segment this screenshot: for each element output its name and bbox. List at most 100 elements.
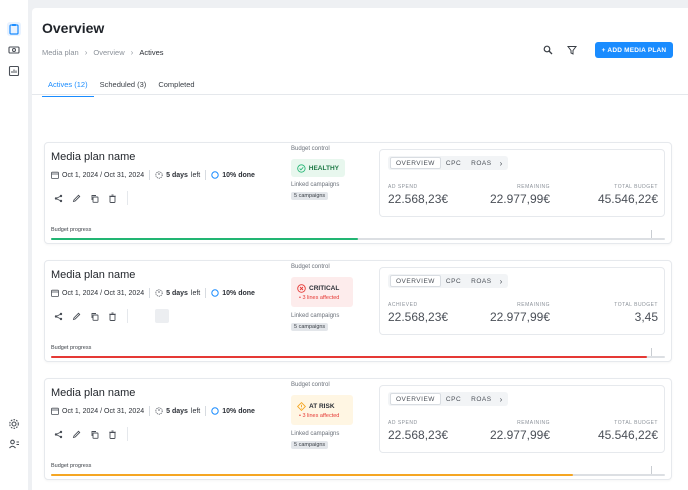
x-circle-icon bbox=[297, 283, 306, 293]
metric-label: AD SPEND bbox=[388, 184, 418, 190]
status-subtext: • 3 lines affected bbox=[299, 412, 340, 419]
share-icon bbox=[54, 430, 62, 438]
share-button[interactable] bbox=[51, 191, 65, 205]
metric-label: AD SPEND bbox=[388, 420, 418, 426]
clipboard-icon[interactable] bbox=[7, 22, 21, 36]
filter-icon bbox=[567, 46, 577, 55]
budget-progress-bar bbox=[51, 348, 665, 358]
plan-meta: Oct 1, 2024 / Oct 31, 2024 5 days left 1… bbox=[51, 406, 255, 416]
metric-tab-cpc[interactable]: CPC bbox=[445, 395, 462, 403]
metric-tab-roas[interactable]: ROAS bbox=[471, 395, 492, 403]
days-left-value: 5 days bbox=[166, 407, 188, 415]
edit-button[interactable] bbox=[69, 309, 83, 323]
metric-tab-roas[interactable]: ROAS bbox=[471, 159, 492, 167]
plan-name[interactable]: Media plan name bbox=[51, 269, 136, 281]
linked-campaigns-badge[interactable]: 5 campaigns bbox=[291, 441, 329, 449]
delete-button[interactable] bbox=[105, 427, 119, 441]
metric-value: 22.977,99€ bbox=[489, 192, 550, 206]
chevron-right-icon[interactable]: › bbox=[499, 276, 503, 286]
metric-value: 45.546,22€ bbox=[597, 192, 658, 206]
metric-tab-overview[interactable]: OVERVIEW bbox=[390, 275, 441, 287]
timer-icon bbox=[155, 289, 163, 297]
status-text: CRITICAL bbox=[309, 284, 340, 292]
metric-tabs: OVERVIEW CPC ROAS › bbox=[388, 392, 508, 406]
metric-value: 22.568,23€ bbox=[388, 192, 449, 206]
status-badge: AT RISK • 3 lines affected bbox=[291, 395, 353, 425]
progress-ring-icon bbox=[211, 407, 219, 415]
plan-meta: Oct 1, 2024 / Oct 31, 2024 5 days left 1… bbox=[51, 170, 255, 180]
duplicate-button[interactable] bbox=[87, 191, 101, 205]
media-plan-card: Media plan name Oct 1, 2024 / Oct 31, 20… bbox=[44, 260, 672, 362]
share-button[interactable] bbox=[51, 309, 65, 323]
check-circle-icon bbox=[297, 163, 306, 173]
money-icon[interactable] bbox=[7, 43, 21, 57]
media-plan-card: Media plan name Oct 1, 2024 / Oct 31, 20… bbox=[44, 378, 672, 480]
done-value: 10% done bbox=[222, 407, 255, 415]
plan-dates: Oct 1, 2024 / Oct 31, 2024 bbox=[62, 407, 145, 415]
metric-value: 3,45 bbox=[634, 310, 658, 324]
media-plan-card: Media plan name Oct 1, 2024 / Oct 31, 20… bbox=[44, 142, 672, 244]
filter-button[interactable] bbox=[564, 42, 580, 58]
edit-button[interactable] bbox=[69, 191, 83, 205]
metric-tab-cpc[interactable]: CPC bbox=[445, 159, 462, 167]
copy-icon bbox=[91, 312, 98, 321]
chevron-right-icon[interactable]: › bbox=[499, 394, 503, 404]
metric-label: REMAINING bbox=[517, 420, 550, 426]
plan-actions bbox=[51, 309, 128, 323]
budget-progress-label: Budget progress bbox=[51, 345, 92, 351]
timer-icon bbox=[155, 171, 163, 179]
chevron-right-icon[interactable]: › bbox=[499, 158, 503, 168]
metrics-box: OVERVIEW CPC ROAS › ACHIEVED 22.568,23€ … bbox=[379, 267, 665, 335]
duplicate-button[interactable] bbox=[87, 309, 101, 323]
settings-icon[interactable] bbox=[7, 417, 21, 431]
timer-icon bbox=[155, 407, 163, 415]
linked-campaigns-badge[interactable]: 5 campaigns bbox=[291, 192, 329, 200]
pencil-icon bbox=[72, 430, 80, 438]
metric-tabs: OVERVIEW CPC ROAS › bbox=[388, 274, 508, 288]
calendar-icon bbox=[51, 171, 59, 179]
budget-progress-label: Budget progress bbox=[51, 463, 92, 469]
report-icon[interactable] bbox=[7, 64, 21, 78]
plan-name[interactable]: Media plan name bbox=[51, 151, 136, 163]
tab-scheduled[interactable]: Scheduled (3) bbox=[99, 80, 147, 89]
tab-completed[interactable]: Completed bbox=[158, 80, 195, 89]
edit-button[interactable] bbox=[69, 427, 83, 441]
delete-button[interactable] bbox=[105, 309, 119, 323]
days-left-suffix: left bbox=[190, 289, 201, 297]
metric-tab-roas[interactable]: ROAS bbox=[471, 277, 492, 285]
metric-tab-overview[interactable]: OVERVIEW bbox=[390, 157, 441, 169]
budget-progress-label: Budget progress bbox=[51, 227, 92, 233]
metric-label: TOTAL BUDGET bbox=[614, 184, 658, 190]
metric-value: 22.977,99€ bbox=[489, 310, 550, 324]
breadcrumb-item-overview[interactable]: Overview bbox=[93, 48, 125, 57]
status-text: HEALTHY bbox=[308, 164, 339, 172]
duplicate-button[interactable] bbox=[87, 427, 101, 441]
status-text: AT RISK bbox=[309, 402, 335, 410]
metric-tab-cpc[interactable]: CPC bbox=[445, 277, 462, 285]
metric-label: REMAINING bbox=[517, 184, 550, 190]
metric-value: 22.568,23€ bbox=[388, 428, 449, 442]
metric-tabs: OVERVIEW CPC ROAS › bbox=[388, 156, 508, 170]
progress-marker bbox=[651, 230, 652, 238]
plan-dates: Oct 1, 2024 / Oct 31, 2024 bbox=[62, 171, 145, 179]
breadcrumb-item-media-plan[interactable]: Media plan bbox=[42, 48, 79, 57]
share-icon bbox=[54, 194, 62, 202]
breadcrumb: Media plan › Overview › Actives bbox=[42, 48, 164, 57]
status-badge: HEALTHY bbox=[291, 159, 345, 177]
linked-campaigns-label: Linked campaigns bbox=[291, 182, 340, 188]
metric-label: TOTAL BUDGET bbox=[614, 302, 658, 308]
tabs-divider bbox=[32, 94, 688, 95]
tab-bar: Actives (12) Scheduled (3) Completed bbox=[42, 76, 201, 97]
progress-marker bbox=[651, 466, 652, 474]
share-button[interactable] bbox=[51, 427, 65, 441]
status-subtext: • 3 lines affected bbox=[299, 294, 340, 301]
linked-campaigns-badge[interactable]: 5 campaigns bbox=[291, 323, 329, 331]
tab-actives[interactable]: Actives (12) bbox=[42, 76, 94, 97]
users-icon[interactable] bbox=[7, 437, 21, 451]
add-media-plan-button[interactable]: + ADD MEDIA PLAN bbox=[595, 42, 673, 58]
metric-tab-overview[interactable]: OVERVIEW bbox=[390, 393, 441, 405]
delete-button[interactable] bbox=[105, 191, 119, 205]
linked-campaigns-label: Linked campaigns bbox=[291, 431, 340, 437]
plan-name[interactable]: Media plan name bbox=[51, 387, 136, 399]
search-button[interactable] bbox=[540, 42, 556, 58]
